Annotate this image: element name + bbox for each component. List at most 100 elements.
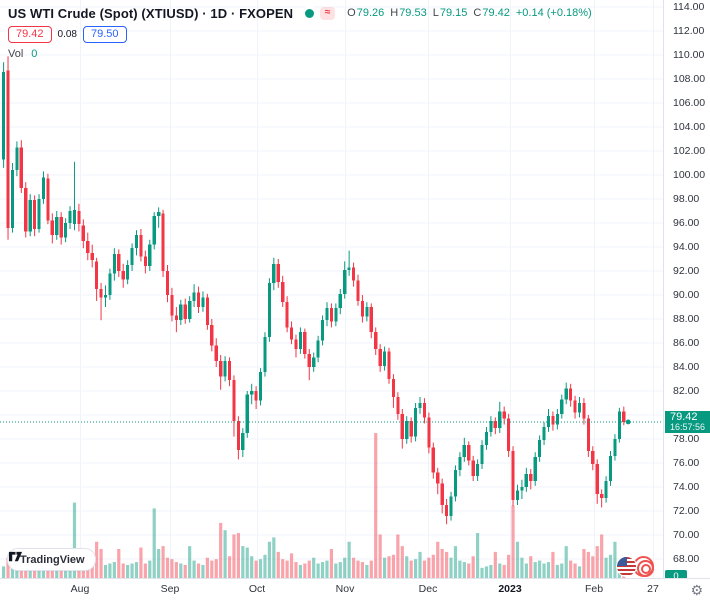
volume-bar: [369, 560, 373, 578]
volume-bar: [458, 560, 462, 578]
buy-ask-button[interactable]: 79.50: [83, 26, 127, 43]
price-axis-label: 102.00: [673, 145, 706, 157]
volume-bar: [201, 564, 205, 578]
volume-bar: [68, 567, 72, 578]
candle-body: [480, 445, 484, 465]
candle-body: [214, 345, 218, 361]
candle-body: [555, 413, 559, 425]
candle-body: [533, 457, 537, 481]
last-price-dot: [625, 419, 631, 425]
volume-bar: [210, 560, 214, 578]
price-axis-label: 72.00: [673, 505, 700, 517]
volume-bar: [538, 560, 542, 578]
volume-bar: [445, 551, 449, 578]
volume-bar: [502, 564, 506, 578]
candle-body: [210, 325, 214, 346]
time-axis-label: 27: [647, 583, 659, 595]
candle-body: [15, 147, 19, 171]
candle-body: [157, 212, 161, 216]
candle-body: [484, 431, 489, 445]
candle-body: [608, 455, 613, 481]
candle-body: [196, 292, 201, 307]
sell-bid-button[interactable]: 79.42: [8, 26, 52, 43]
time-axis[interactable]: ⚙ Aug Sep Oct Nov Dec 2023 Feb 27: [0, 578, 710, 600]
open-label: O: [347, 7, 356, 19]
candle-body: [467, 445, 471, 461]
volume-bar: [560, 563, 564, 578]
volume-bar: [130, 563, 134, 578]
volume-bar: [351, 557, 356, 578]
volume-bar: [174, 562, 178, 578]
price-axis-label: 114.00: [673, 1, 705, 13]
candle-body: [267, 283, 271, 337]
volume-bar: [15, 564, 19, 578]
volume-bar: [165, 557, 170, 578]
economic-events-markers[interactable]: [616, 556, 662, 578]
volume-bar: [267, 541, 271, 578]
market-status-dot-icon[interactable]: [305, 8, 315, 18]
candle-body: [272, 263, 276, 283]
volume-bar: [462, 562, 466, 578]
low-label: L: [432, 7, 439, 19]
volume-bar: [285, 560, 289, 578]
tradingview-attribution[interactable]: TradingView: [7, 548, 96, 571]
approx-values-icon[interactable]: ≈: [320, 6, 336, 20]
volume-bar: [112, 562, 116, 578]
price-axis-label: 76.00: [673, 457, 700, 469]
price-axis-label: 86.00: [673, 337, 700, 349]
volume-bar: [467, 563, 471, 578]
candle-body: [55, 217, 59, 235]
volume-bar: [405, 556, 409, 578]
volume-bar: [347, 541, 351, 578]
close-label: C: [473, 7, 482, 19]
gear-icon[interactable]: ⚙: [690, 582, 703, 598]
candle-body: [250, 391, 254, 395]
price-axis-label: 94.00: [673, 241, 700, 253]
candle-body: [2, 71, 6, 160]
price-axis[interactable]: 79.42 16:57:56 0 114.00 112.00 110.00 108.0…: [663, 0, 710, 583]
volume-bar: [103, 564, 108, 578]
price-axis-label: 96.00: [673, 217, 700, 229]
volume-bar: [152, 508, 156, 578]
candle-body: [546, 416, 551, 427]
candle-body: [595, 464, 599, 495]
candle-body: [227, 361, 232, 381]
price-axis-label: 108.00: [673, 73, 706, 85]
volume-bar: [436, 541, 440, 578]
price-axis-label: 106.00: [673, 97, 706, 109]
change-value: +0.14 (+0.18%): [515, 7, 592, 19]
volume-bar: [555, 564, 559, 578]
candle-body: [582, 403, 586, 419]
candle-body: [564, 388, 568, 400]
candle-body: [387, 351, 391, 379]
volume-bar: [148, 560, 152, 578]
volume-bar: [289, 553, 294, 578]
candle-body: [134, 235, 139, 249]
volume-bar: [258, 559, 263, 578]
candle-body: [418, 403, 422, 408]
volume-bar: [511, 505, 515, 578]
volume-bar: [427, 557, 431, 578]
candle-body: [285, 302, 289, 328]
candle-body: [409, 421, 413, 437]
candle-body: [498, 411, 502, 429]
us-flag-icon: [616, 556, 637, 577]
candle-body: [174, 315, 178, 321]
volume-bar: [188, 546, 192, 578]
volume-bar: [507, 554, 511, 578]
symbol-title[interactable]: US WTI Crude (Spot) (XTIUSD) · 1D · FXOP…: [8, 5, 294, 21]
candle-body: [10, 170, 15, 228]
volume-bar: [608, 554, 613, 578]
candle-body: [117, 254, 121, 271]
volume-bar: [99, 549, 103, 578]
volume-bar: [604, 557, 608, 578]
price-axis-label: 110.00: [673, 49, 705, 61]
time-axis-label: Feb: [584, 583, 604, 595]
candle-body: [360, 301, 365, 317]
volume-bar: [600, 534, 604, 578]
candle-body: [573, 400, 577, 413]
candle-body: [334, 308, 338, 322]
volume-bar: [374, 433, 378, 578]
candle-body: [617, 411, 621, 439]
